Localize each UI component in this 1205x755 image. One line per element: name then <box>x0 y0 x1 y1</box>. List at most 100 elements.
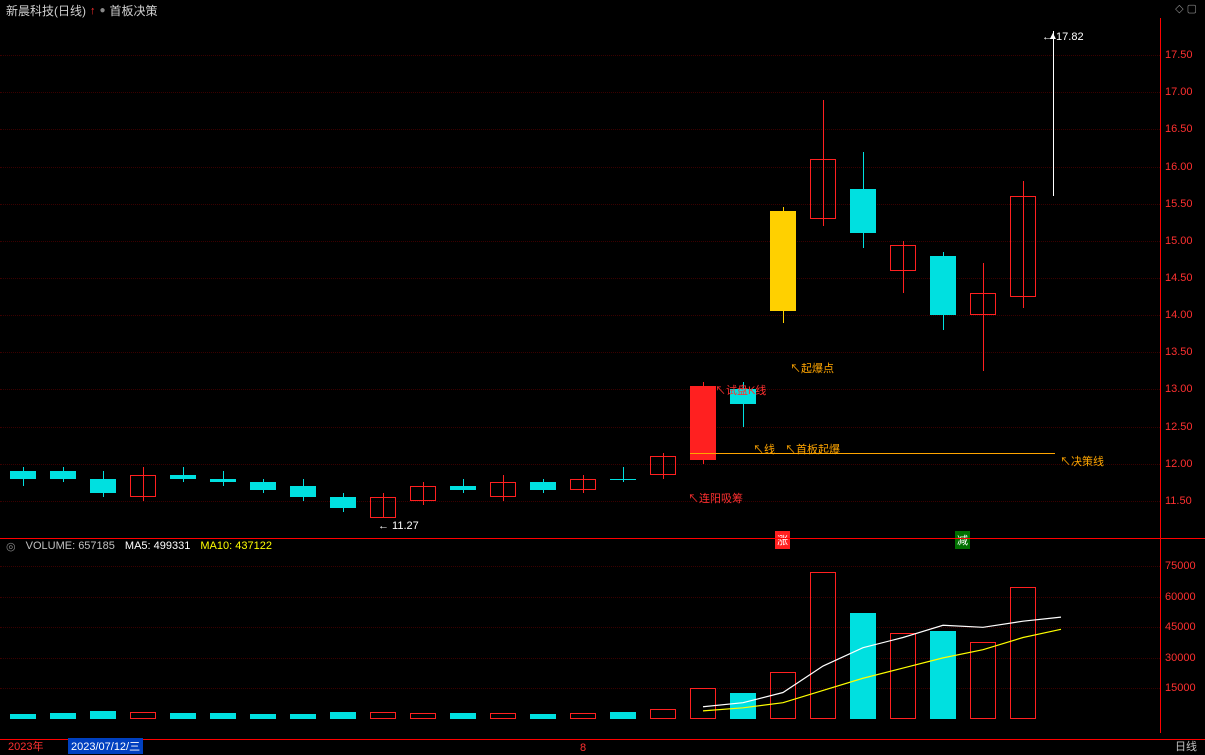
volume-bar[interactable] <box>330 712 356 719</box>
volume-chart[interactable]: ◎ VOLUME: 657185 MA5: 499331 MA10: 43712… <box>0 538 1160 733</box>
bullet-icon: ● <box>100 5 106 16</box>
volume-tick: 75000 <box>1165 560 1196 572</box>
candle[interactable] <box>410 486 436 501</box>
candle[interactable] <box>1010 196 1036 296</box>
candle[interactable] <box>130 475 156 497</box>
volume-bar[interactable] <box>570 713 596 719</box>
volume-tick: 15000 <box>1165 682 1196 694</box>
volume-bar[interactable] <box>890 633 916 719</box>
volume-bar[interactable] <box>690 688 716 719</box>
price-tick: 16.00 <box>1165 161 1193 173</box>
candle[interactable] <box>170 475 196 479</box>
ma10-label: MA10: <box>200 540 232 552</box>
price-tick: 15.00 <box>1165 235 1193 247</box>
price-tick: 12.50 <box>1165 421 1193 433</box>
price-y-axis: 11.50 12.00 12.50 13.00 13.50 14.00 14.50 15.00… <box>1160 18 1205 538</box>
price-tick: 13.50 <box>1165 346 1193 358</box>
candle[interactable] <box>930 256 956 315</box>
volume-bar[interactable] <box>810 572 836 719</box>
price-tick: 12.00 <box>1165 458 1193 470</box>
annotation-label: ↖试盘K线 <box>715 382 766 398</box>
time-axis: 2023年 2023/07/12/三 8 日线 <box>0 739 1205 755</box>
candle[interactable] <box>810 159 836 218</box>
volume-tick: 30000 <box>1165 652 1196 664</box>
price-tick: 11.50 <box>1165 495 1192 507</box>
volume-y-axis: 15000 30000 45000 60000 75000 <box>1160 538 1205 733</box>
volume-bar[interactable] <box>610 712 636 719</box>
volume-bar[interactable] <box>50 713 76 719</box>
volume-bar[interactable] <box>490 713 516 719</box>
volume-bar[interactable] <box>930 631 956 719</box>
price-tick: 16.50 <box>1165 123 1193 135</box>
price-tick: 13.00 <box>1165 383 1193 395</box>
volume-bar[interactable] <box>1010 587 1036 719</box>
candle[interactable] <box>50 471 76 478</box>
ma5-label: MA5: <box>125 540 151 552</box>
candle[interactable] <box>90 479 116 494</box>
candle[interactable] <box>330 497 356 508</box>
candle[interactable] <box>890 245 916 271</box>
annotation-label: ↖决策线 <box>1060 453 1104 469</box>
candle[interactable] <box>210 479 236 483</box>
volume-bar[interactable] <box>210 713 236 719</box>
stock-name: 新晨科技(日线) <box>6 2 86 19</box>
candle[interactable] <box>690 386 716 460</box>
volume-bar[interactable] <box>650 709 676 719</box>
price-tick: 17.00 <box>1165 86 1193 98</box>
bullet-icon: ◎ <box>6 540 16 553</box>
volume-bar[interactable] <box>130 712 156 719</box>
candle[interactable] <box>370 497 396 518</box>
strategy-name: 首板决策 <box>110 2 158 19</box>
top-right-controls[interactable]: ◇ ▢ <box>1175 2 1197 15</box>
candle[interactable] <box>770 211 796 311</box>
current-date-highlight: 2023/07/12/三 <box>68 738 143 754</box>
ma10-value: 437122 <box>235 540 272 552</box>
volume-bar[interactable] <box>370 712 396 719</box>
volume-bar[interactable] <box>770 672 796 719</box>
candle[interactable] <box>610 479 636 480</box>
price-tick: 17.50 <box>1165 49 1193 61</box>
volume-label: VOLUME: <box>26 540 76 552</box>
candle[interactable] <box>10 471 36 478</box>
volume-bar[interactable] <box>850 613 876 719</box>
ma5-value: 499331 <box>154 540 191 552</box>
annotation-label: ↖线 <box>753 441 775 457</box>
decision-support-line <box>690 453 1055 454</box>
year-label: 2023年 <box>8 738 43 754</box>
volume-bar[interactable] <box>290 714 316 720</box>
chart-header: 新晨科技(日线) ↑ ● 首板决策 <box>6 2 158 19</box>
price-tick: 14.50 <box>1165 272 1193 284</box>
volume-bar[interactable] <box>10 714 36 719</box>
annotation-label: ↖起爆点 <box>790 360 834 376</box>
volume-bar[interactable] <box>250 714 276 719</box>
candle[interactable] <box>250 482 276 489</box>
volume-tick: 45000 <box>1165 621 1196 633</box>
price-tick: 14.00 <box>1165 309 1193 321</box>
volume-bar[interactable] <box>410 713 436 719</box>
candle[interactable] <box>970 293 996 315</box>
candle[interactable] <box>570 479 596 490</box>
volume-header: ◎ VOLUME: 657185 MA5: 499331 MA10: 43712… <box>6 540 272 553</box>
candle[interactable] <box>290 486 316 497</box>
candle[interactable] <box>530 482 556 489</box>
annotation-label: ↖首板起爆 <box>785 441 840 457</box>
volume-bar[interactable] <box>530 714 556 719</box>
candle[interactable] <box>650 456 676 475</box>
timeframe-label: 日线 <box>1175 738 1197 754</box>
volume-bar[interactable] <box>450 713 476 719</box>
month-tick-label: 8 <box>580 742 586 754</box>
volume-value: 657185 <box>78 540 115 552</box>
price-tick: 15.50 <box>1165 198 1193 210</box>
volume-bar[interactable] <box>90 711 116 719</box>
candle[interactable] <box>450 486 476 490</box>
low-price-label: ← 11.27 <box>378 520 419 532</box>
up-arrow-icon: ↑ <box>90 5 96 17</box>
candle[interactable] <box>490 482 516 497</box>
volume-bar[interactable] <box>730 693 756 719</box>
volume-tick: 60000 <box>1165 591 1196 603</box>
volume-bar[interactable] <box>170 713 196 719</box>
candle[interactable] <box>850 189 876 234</box>
annotation-label: ↖连阳吸筹 <box>688 490 743 506</box>
price-candlestick-chart[interactable]: ← 17.82▸← 11.27↖连阳吸筹↖试盘K线↖线↖首板起爆↖起爆点↖决策线… <box>0 18 1160 538</box>
volume-bar[interactable] <box>970 642 996 719</box>
